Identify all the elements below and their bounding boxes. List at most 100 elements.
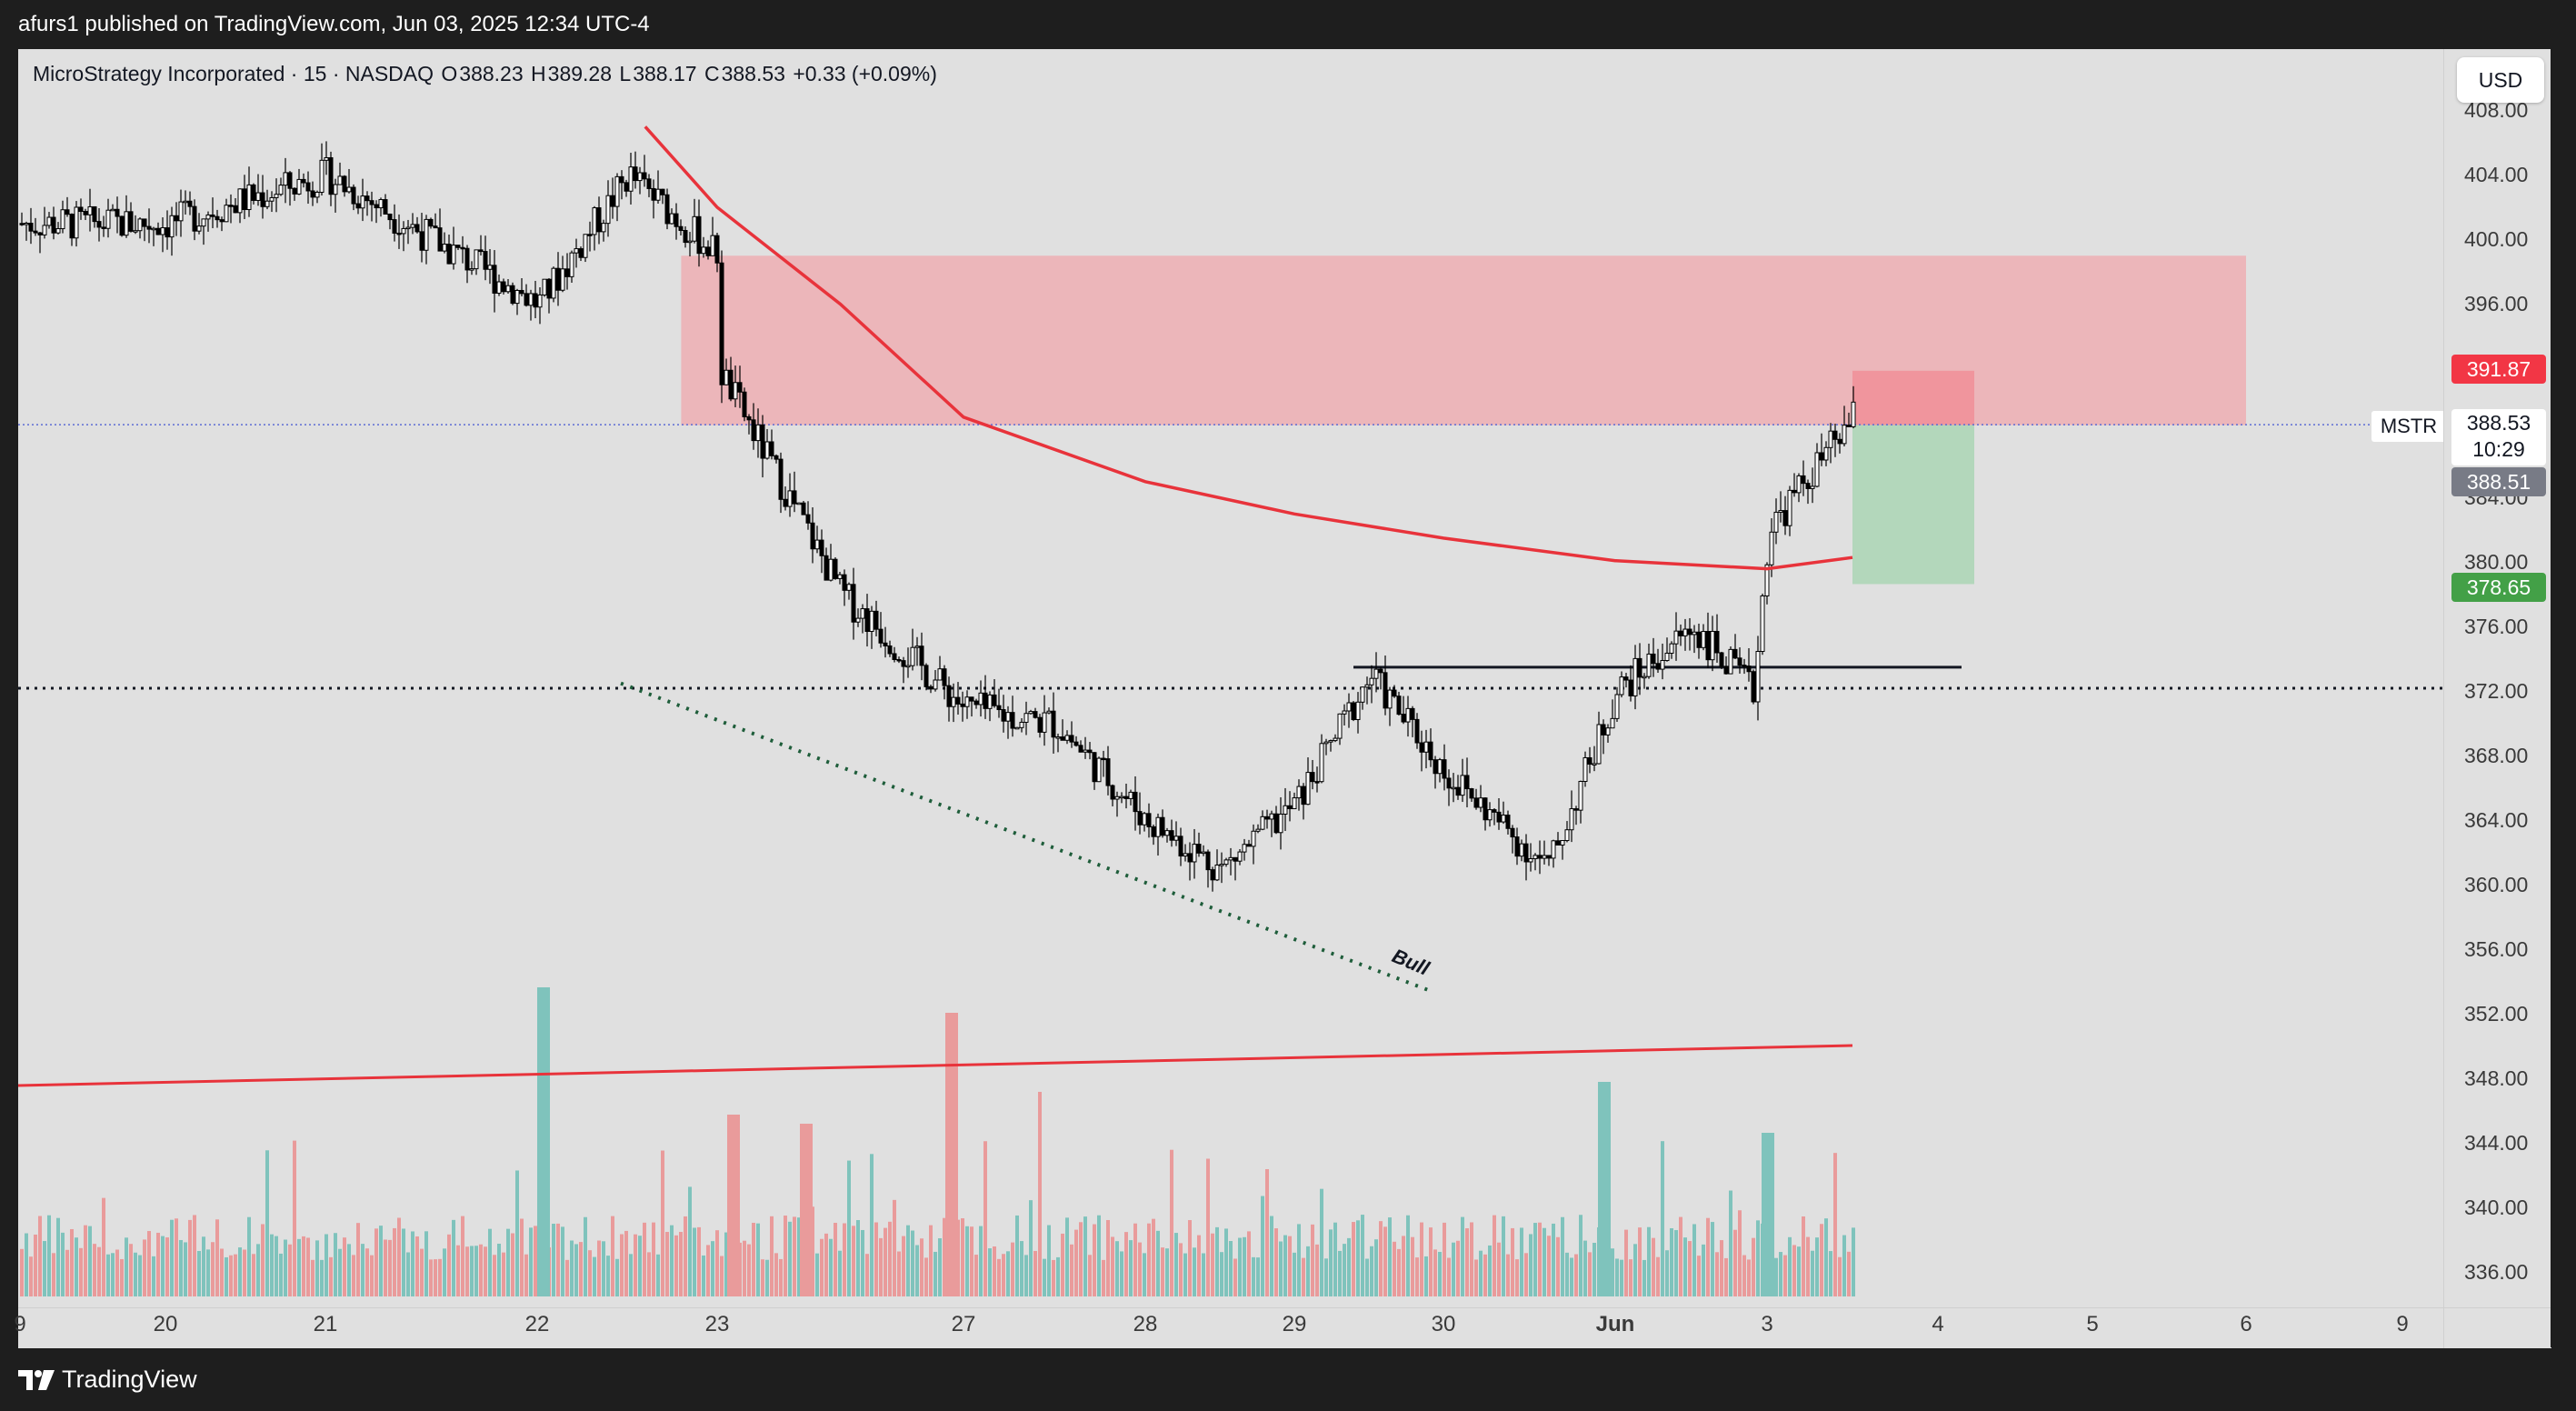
candle-body [774, 455, 779, 460]
volume-bar [229, 1255, 233, 1296]
volume-bar [779, 1258, 783, 1296]
candle-body [546, 278, 552, 299]
volume-bar [752, 1223, 755, 1296]
legend-high-label: H [531, 62, 546, 85]
volume-bar [934, 1251, 937, 1296]
volume-bar [534, 1226, 537, 1296]
candle-body [569, 252, 574, 277]
volume-bar [556, 1223, 560, 1296]
candle-body [1105, 758, 1111, 786]
volume-bar [34, 1234, 37, 1296]
candle-body [542, 278, 547, 295]
volume-bar [1343, 1244, 1346, 1296]
candle-body [1283, 805, 1288, 815]
volume-bar [1829, 1251, 1832, 1296]
trendline-label: Bull [1389, 945, 1433, 981]
bar-countdown: 10:29 [2472, 437, 2525, 461]
candle-body [1137, 811, 1143, 826]
candle-body [151, 227, 156, 231]
volume-bar [1397, 1248, 1401, 1296]
volume-bar [1093, 1224, 1096, 1296]
candle-body [451, 245, 456, 265]
volume-bar [1020, 1241, 1023, 1296]
candle-body [1551, 840, 1556, 859]
candle-body [487, 265, 493, 270]
candle-body [1260, 816, 1265, 830]
candle-body [924, 665, 929, 687]
candle-body [733, 382, 738, 400]
volume-bar [702, 1255, 705, 1296]
volume-bar [897, 1251, 901, 1296]
candle-body [1714, 630, 1720, 654]
volume-bar [1697, 1256, 1701, 1296]
candle-body [196, 225, 202, 232]
candle-body [1451, 786, 1456, 790]
candle-body [1292, 797, 1297, 810]
price-chart[interactable]: Bull [18, 49, 2443, 1307]
candle-body [310, 190, 315, 198]
volume-bar [152, 1256, 155, 1296]
volume-bar [293, 1140, 296, 1296]
volume-spike [727, 1115, 740, 1296]
volume-bar [1429, 1227, 1433, 1296]
candle-body [492, 265, 497, 294]
volume-bar [147, 1231, 151, 1296]
volume-bar [106, 1254, 110, 1296]
volume-bar [606, 1256, 610, 1296]
candle-body [1519, 843, 1524, 857]
volume-bar [1115, 1241, 1119, 1296]
candle-body [1055, 736, 1061, 739]
volume-bar [688, 1186, 692, 1296]
volume-bar [1479, 1250, 1483, 1296]
candle-body [369, 200, 374, 205]
volume-bar [29, 1256, 33, 1296]
time-tick-label: 4 [1932, 1312, 1944, 1336]
candle-body [1396, 695, 1402, 716]
volume-bar [1079, 1222, 1083, 1296]
candle-body [278, 185, 284, 195]
candle-body [1073, 741, 1079, 746]
chart-pane[interactable]: Bull MicroStrategy Incorporated · 15 · N… [18, 49, 2443, 1307]
time-tick-label: 9 [2396, 1312, 2409, 1336]
volume-bar [1747, 1259, 1751, 1296]
candle-body [933, 679, 938, 690]
price-axis[interactable]: 408.00404.00400.00396.00392.00388.00384.… [2443, 49, 2551, 1307]
volume-bar [561, 1226, 564, 1296]
candle-body [92, 205, 97, 223]
candle-body [1333, 737, 1338, 742]
volume-bar [1133, 1223, 1137, 1296]
volume-bar [615, 1258, 619, 1296]
volume-bar [1306, 1246, 1310, 1296]
volume-bar [1288, 1236, 1292, 1296]
candle-body [728, 369, 734, 400]
candle-body [219, 219, 225, 223]
volume-bar [215, 1219, 219, 1296]
candle-body [1664, 652, 1670, 662]
candle-body [1101, 757, 1106, 761]
time-axis[interactable]: 9 20 21 22 23 27 28 29 30 Jun 3 4 5 6 9 [14, 1307, 2443, 1348]
volume-bar [102, 1197, 105, 1296]
candle-body [187, 200, 193, 207]
candle-body [1119, 796, 1124, 799]
volume-bar [743, 1240, 746, 1296]
candle-body [146, 225, 152, 230]
candle-body [265, 200, 270, 207]
candle-body [1510, 827, 1515, 838]
volume-bar [1806, 1236, 1810, 1296]
volume-bar [165, 1237, 169, 1296]
volume-bar [406, 1252, 410, 1296]
candle-body [1583, 756, 1588, 782]
candle-body [433, 225, 438, 229]
volume-bar [1220, 1252, 1223, 1296]
volume-bar [906, 1225, 910, 1296]
currency-button[interactable]: USD [2457, 57, 2544, 103]
candle-body [1196, 844, 1202, 854]
volume-bar [1006, 1251, 1010, 1296]
candle-body [892, 653, 897, 660]
candle-body [1078, 745, 1083, 753]
volume-bar [774, 1253, 778, 1296]
volume-bar [847, 1160, 851, 1296]
volume-bar [1156, 1230, 1160, 1296]
candle-body [342, 175, 347, 193]
candle-body [701, 246, 706, 255]
